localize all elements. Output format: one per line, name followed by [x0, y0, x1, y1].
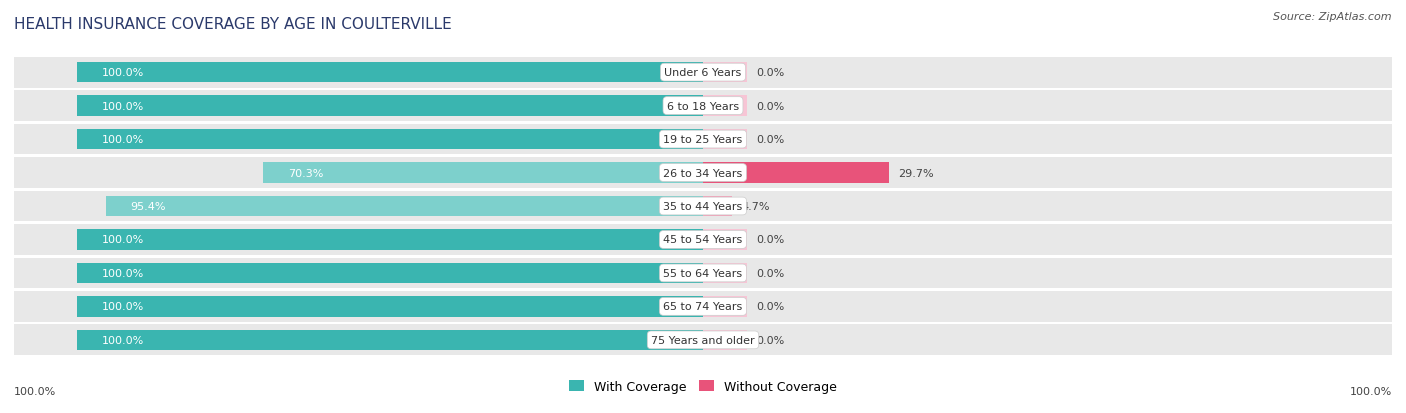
Text: 100.0%: 100.0% — [1350, 387, 1392, 396]
Text: Under 6 Years: Under 6 Years — [665, 68, 741, 78]
Bar — [703, 129, 747, 150]
Text: 55 to 64 Years: 55 to 64 Years — [664, 268, 742, 278]
Text: 100.0%: 100.0% — [101, 235, 143, 245]
Text: 45 to 54 Years: 45 to 54 Years — [664, 235, 742, 245]
Text: 0.0%: 0.0% — [756, 268, 785, 278]
Text: 0.0%: 0.0% — [756, 335, 785, 345]
Text: 65 to 74 Years: 65 to 74 Years — [664, 301, 742, 312]
Bar — [77, 263, 703, 284]
Bar — [77, 63, 703, 83]
Text: 100.0%: 100.0% — [101, 68, 143, 78]
Bar — [77, 129, 703, 150]
Text: 0.0%: 0.0% — [756, 101, 785, 112]
Text: 75 Years and older: 75 Years and older — [651, 335, 755, 345]
Text: 70.3%: 70.3% — [288, 168, 323, 178]
Text: 100.0%: 100.0% — [101, 268, 143, 278]
Bar — [703, 263, 747, 284]
Text: 26 to 34 Years: 26 to 34 Years — [664, 168, 742, 178]
Bar — [14, 57, 1392, 88]
Text: 0.0%: 0.0% — [756, 235, 785, 245]
Text: Source: ZipAtlas.com: Source: ZipAtlas.com — [1274, 12, 1392, 22]
Bar — [703, 196, 733, 217]
Text: 29.7%: 29.7% — [898, 168, 934, 178]
Text: 35 to 44 Years: 35 to 44 Years — [664, 202, 742, 211]
Text: 6 to 18 Years: 6 to 18 Years — [666, 101, 740, 112]
Bar — [14, 158, 1392, 188]
Bar — [14, 91, 1392, 122]
Text: 0.0%: 0.0% — [756, 68, 785, 78]
Text: 4.7%: 4.7% — [742, 202, 770, 211]
Bar — [77, 296, 703, 317]
Text: 100.0%: 100.0% — [101, 335, 143, 345]
Text: HEALTH INSURANCE COVERAGE BY AGE IN COULTERVILLE: HEALTH INSURANCE COVERAGE BY AGE IN COUL… — [14, 17, 451, 31]
Bar — [703, 96, 747, 117]
Bar — [703, 63, 747, 83]
Bar — [77, 230, 703, 250]
Text: 100.0%: 100.0% — [101, 101, 143, 112]
Bar — [77, 96, 703, 117]
Bar — [14, 225, 1392, 255]
Bar — [14, 124, 1392, 155]
Text: 95.4%: 95.4% — [131, 202, 166, 211]
Bar — [703, 296, 747, 317]
Text: 100.0%: 100.0% — [14, 387, 56, 396]
Bar — [14, 291, 1392, 322]
Legend: With Coverage, Without Coverage: With Coverage, Without Coverage — [564, 375, 842, 398]
Bar — [77, 330, 703, 350]
Bar — [703, 330, 747, 350]
Text: 100.0%: 100.0% — [101, 135, 143, 145]
Bar — [263, 163, 703, 183]
Text: 0.0%: 0.0% — [756, 301, 785, 312]
Bar — [14, 325, 1392, 356]
Bar — [703, 230, 747, 250]
Bar — [14, 258, 1392, 289]
Bar — [105, 196, 703, 217]
Bar — [703, 163, 889, 183]
Text: 0.0%: 0.0% — [756, 135, 785, 145]
Bar — [14, 191, 1392, 222]
Text: 100.0%: 100.0% — [101, 301, 143, 312]
Text: 19 to 25 Years: 19 to 25 Years — [664, 135, 742, 145]
